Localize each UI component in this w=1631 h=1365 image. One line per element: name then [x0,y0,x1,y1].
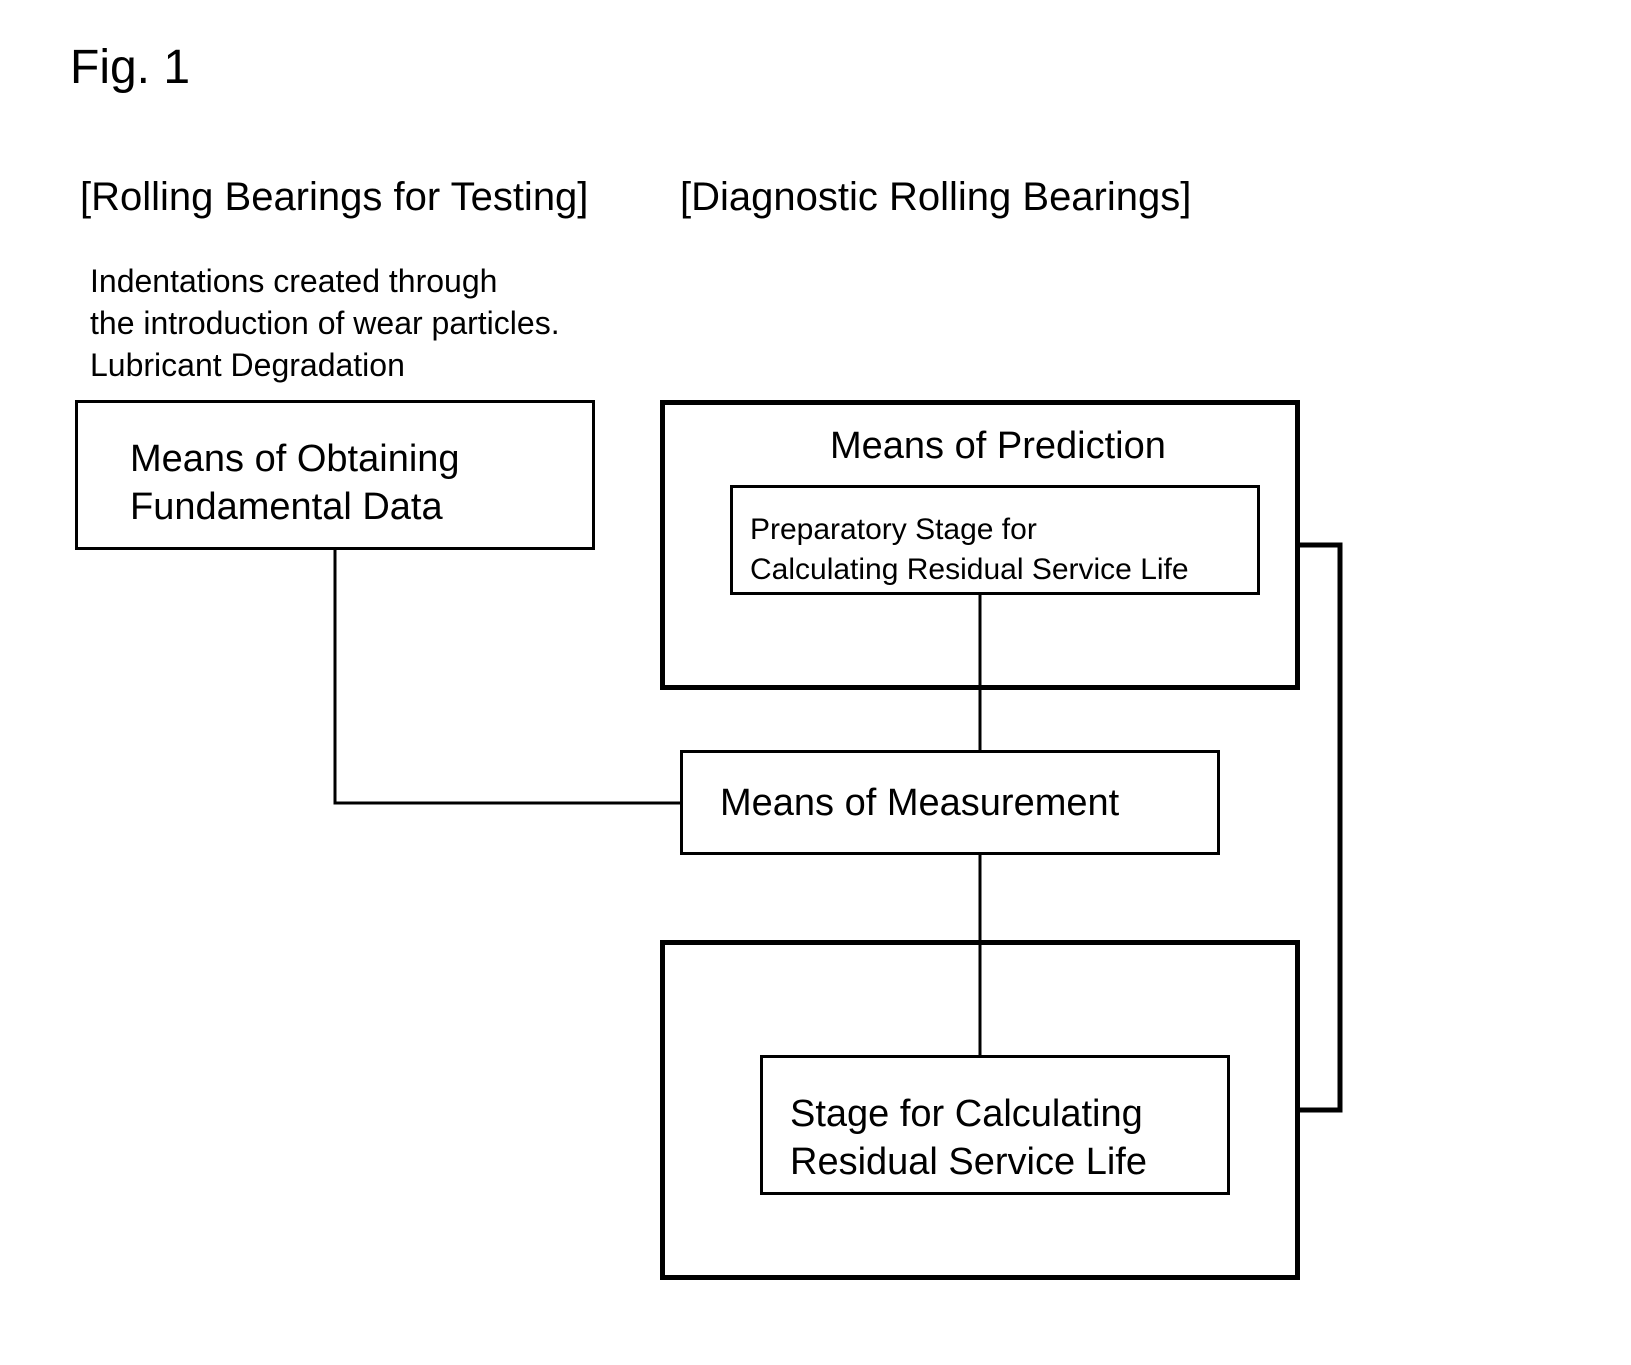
prediction-outer-label: Means of Prediction [830,425,1166,468]
subtext-left: Indentations created through the introdu… [90,260,560,386]
heading-left: [Rolling Bearings for Testing] [80,175,588,220]
calc-inner-label: Stage for Calculating Residual Service L… [790,1090,1147,1186]
edge-obtain-to-measurement [335,550,680,803]
measurement-label: Means of Measurement [720,782,1119,825]
heading-right: [Diagnostic Rolling Bearings] [680,175,1191,220]
figure-number: Fig. 1 [70,40,190,95]
prep-stage-label: Preparatory Stage for Calculating Residu… [750,510,1189,590]
obtain-box-label: Means of Obtaining Fundamental Data [130,435,460,531]
edge-prediction-to-calc-outer [1300,545,1340,1110]
figure-1: Fig. 1 [Rolling Bearings for Testing] [D… [0,0,1631,1365]
